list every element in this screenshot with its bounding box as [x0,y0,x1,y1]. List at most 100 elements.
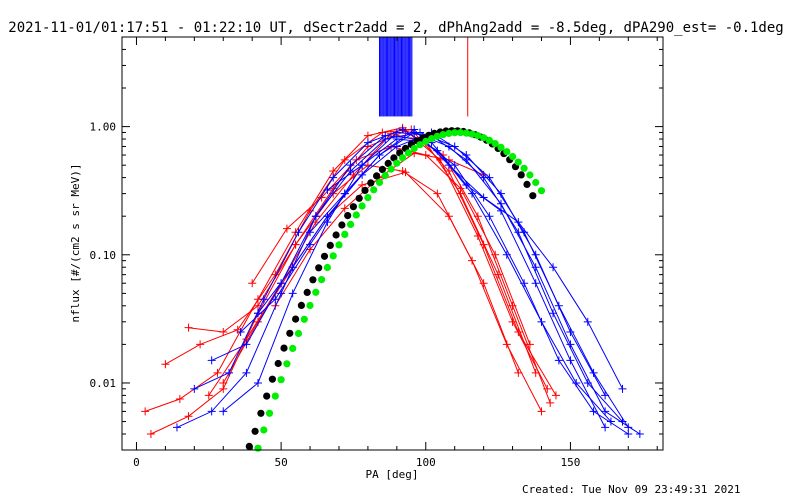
fit-point [361,186,369,194]
data-point [340,189,349,198]
data-point [306,228,315,237]
x-tick-label: 150 [560,456,580,469]
x-axis-label: PA [deg] [366,468,419,481]
data-point [566,356,575,365]
fit-point [263,392,271,400]
data-point [323,186,332,195]
fit-point [514,158,522,166]
data-point [219,407,228,416]
data-point [624,423,633,432]
data-point [508,317,517,326]
fit-point [300,315,308,323]
data-point [601,423,610,432]
data-point [253,378,262,387]
data-point [236,327,245,336]
fit-point [387,165,395,173]
fit-point [410,144,418,153]
fit-point [439,131,447,139]
data-point [196,340,205,349]
data-point [479,279,488,288]
data-point [618,417,627,426]
data-point [514,228,523,237]
fit-point [364,194,372,202]
data-point [340,155,349,164]
data-point [514,368,523,377]
fit-point [297,301,305,309]
fit-point [245,442,253,450]
series-red-1 [161,125,560,400]
fit-point [303,288,311,296]
fit-point [312,288,320,296]
series-green-17 [254,129,546,452]
fit-point [404,149,412,157]
fit-point [289,344,297,352]
fit-point [341,230,349,238]
data-point [589,407,598,416]
data-point [462,181,471,190]
series-black-16 [245,127,537,450]
data-point [219,327,228,336]
fit-point [332,231,340,239]
fit-point [532,178,540,187]
fit-point [526,171,534,179]
fit-point [485,136,493,144]
data-point [392,135,401,144]
fit-point [286,329,294,337]
series-line [208,133,537,396]
fit-point [399,154,407,162]
data-point [204,391,213,400]
data-point [401,168,410,177]
data-point [146,429,155,438]
fit-point [378,165,386,173]
data-point [340,204,349,213]
fit-point [292,315,300,323]
data-point [421,151,430,160]
data-point [282,224,291,233]
data-point [392,142,401,151]
data-point [207,407,216,416]
fit-point [326,241,334,249]
series-line [176,135,629,435]
data-point [253,309,262,318]
series-line [165,128,557,396]
data-point [554,356,563,365]
fit-point [251,427,259,435]
chart-title: 2021-11-01/01:17:51 - 01:22:10 UT, dSect… [8,20,783,36]
series-blue-8 [172,131,633,438]
fit-point [274,359,282,368]
data-point [288,289,297,298]
fit-point [254,444,262,452]
fit-point [373,172,381,180]
data-point [259,295,268,304]
data-point [172,423,181,432]
plot-frame [121,36,664,451]
data-point [381,135,390,144]
fit-point [329,252,337,260]
data-point [225,368,234,377]
y-axis-label: nflux [#/(cm2 s sr MeV)] [69,164,82,323]
data-point [583,317,592,326]
data-point [329,173,338,182]
fit-point [508,153,517,161]
data-point [468,189,477,198]
series-line [150,130,551,435]
data-point [514,218,523,227]
data-point [410,125,419,134]
fit-point [381,171,389,180]
data-point [601,407,610,416]
fit-point [422,137,430,145]
fit-point [338,221,346,229]
data-point [242,368,251,377]
data-point [271,295,280,304]
series-blue-15 [323,135,610,432]
series-red-0 [141,123,552,416]
fit-point [323,263,331,272]
data-point [546,398,555,407]
data-point [358,181,367,190]
y-axis: 0.01 0.10 1.00 [90,36,663,451]
fit-point [260,426,268,434]
vlines-blue-0 [378,37,413,117]
data-point [288,263,297,272]
data-point [184,323,193,332]
